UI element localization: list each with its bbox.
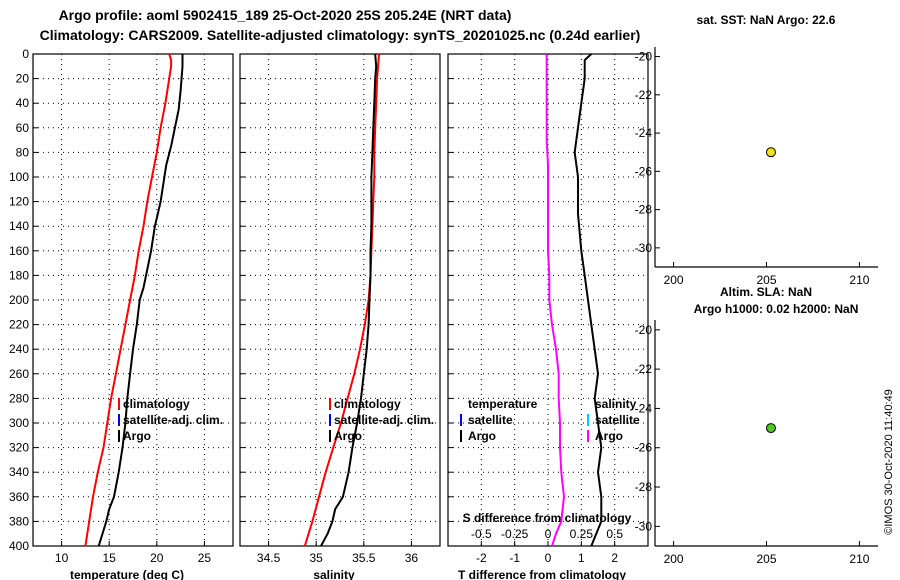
- map-bottom-ytick-label-1: -22: [635, 362, 653, 376]
- temp-ytick-label-10: 200: [9, 293, 29, 307]
- sal-xtick-label-3: 36: [405, 551, 419, 565]
- temp-series-argo: [97, 54, 184, 547]
- temp-ytick-label-20: 400: [9, 539, 29, 553]
- map-top-float-location-0: [765, 147, 776, 158]
- temp-ytick-label-0: 0: [22, 47, 29, 61]
- temp-series-climatology: [84, 53, 173, 547]
- title-line-2: Climatology: CARS2009. Satellite-adjuste…: [40, 27, 641, 43]
- temp-ytick-label-14: 280: [9, 391, 29, 405]
- legend-salinity-panel: climatology satellite-adj. clim. Argo: [329, 397, 434, 443]
- temp-ytick-label-13: 260: [9, 367, 29, 381]
- sal-series-argo: [320, 53, 378, 547]
- sal-xtick-label-0: 34.5: [257, 551, 281, 565]
- salinity-panel: 34.5 35 35.5 36 salinity: [239, 53, 441, 580]
- map-top-ytick-label-5: -30: [635, 241, 653, 255]
- temp-ytick-label-18: 360: [9, 490, 29, 504]
- sal-xlabel: salinity: [313, 568, 355, 580]
- map-top-xtick-label-1: 205: [756, 273, 776, 287]
- temp-xtick-label-3: 25: [198, 551, 212, 565]
- temp-ytick-label-5: 100: [9, 170, 29, 184]
- difference-panel: -2 -1 0 1 2 T difference from climatology S di…: [447, 53, 649, 580]
- map-bottom-ytick-label-5: -30: [635, 519, 653, 533]
- temp-xtick-label-0: 10: [55, 551, 69, 565]
- map-top-ytick-label-2: -24: [635, 126, 653, 140]
- diff-xtick-label-1: -1: [509, 551, 520, 565]
- map-bottom-xtick-label-1: 205: [756, 552, 776, 566]
- map-top-xtick-label-0: 200: [664, 273, 684, 287]
- temp-ytick-label-4: 80: [16, 145, 30, 159]
- legend-t-argo-label: Argo: [468, 429, 496, 443]
- map-top-ytick-label-0: -20: [635, 50, 653, 64]
- temp-ytick-label-8: 160: [9, 244, 29, 258]
- diff-xtick-label-0: -2: [476, 551, 487, 565]
- diff-x2tick-label-0: -0.5: [471, 527, 492, 541]
- diff-x2tick-label-4: 0.5: [606, 527, 623, 541]
- legend-label-argo: Argo: [123, 429, 151, 443]
- legend-temperature-title: temperature: [468, 397, 538, 411]
- legend-s-satellite-label: satellite: [595, 413, 640, 427]
- diff-x2tick-label-1: -0.25: [501, 527, 529, 541]
- temp-ytick-label-12: 240: [9, 342, 29, 356]
- legend2-label-satellite: satellite-adj. clim.: [334, 413, 434, 427]
- map-top-ytick-label-3: -26: [635, 164, 653, 178]
- diff-xtick-label-2: 0: [545, 551, 552, 565]
- map-bottom-title-2: Argo h1000: 0.02 h2000: NaN: [694, 302, 859, 316]
- map-bottom-xtick-label-2: 210: [849, 552, 869, 566]
- temp-ytick-label-17: 340: [9, 465, 29, 479]
- legend-label-satellite: satellite-adj. clim.: [123, 413, 223, 427]
- map-bottom-title-1: Altim. SLA: NaN: [720, 285, 812, 299]
- map-top-ytick-label-4: -28: [635, 203, 653, 217]
- diff-series-salinity-argo-s-diff-: [545, 54, 565, 547]
- sal-xtick-label-2: 35.5: [352, 551, 376, 565]
- temp-ytick-label-3: 60: [16, 121, 30, 135]
- temp-ytick-label-2: 40: [16, 96, 30, 110]
- map-top-xtick-label-2: 210: [849, 273, 869, 287]
- temp-xtick-label-2: 20: [150, 551, 164, 565]
- map-top-title: sat. SST: NaN Argo: 22.6: [697, 13, 836, 27]
- temp-ytick-label-7: 140: [9, 219, 29, 233]
- legend-label-climatology: climatology: [123, 397, 190, 411]
- legend-profiles: climatology satellite-adj. clim. Argo: [118, 397, 223, 443]
- map-bottom-ytick-label-2: -24: [635, 401, 653, 415]
- temp-ytick-label-19: 380: [9, 514, 29, 528]
- map-bottom-xtick-label-0: 200: [664, 552, 684, 566]
- title-line-1: Argo profile: aoml 5902415_189 25-Oct-20…: [59, 7, 512, 23]
- temp-xlabel: temperature (deg C): [70, 568, 184, 580]
- temperature-panel: 10 15 20 25 0 20 40 60 80 100 120 140 160 180 200 220 24…: [9, 47, 234, 580]
- diff-x2tick-label-2: 0: [545, 527, 552, 541]
- temp-ytick-label-1: 20: [16, 72, 30, 86]
- diff-xtick-label-4: 2: [611, 551, 618, 565]
- temp-ytick-label-9: 180: [9, 268, 29, 282]
- map-bottom-ytick-label-0: -20: [635, 323, 653, 337]
- temp-ytick-label-6: 120: [9, 195, 29, 209]
- map-bottom-ytick-label-3: -26: [635, 441, 653, 455]
- sal-xtick-label-1: 35: [310, 551, 324, 565]
- legend2-label-climatology: climatology: [334, 397, 401, 411]
- legend-salinity-title: salinity: [595, 397, 637, 411]
- diff-series-temperature-argo-t-diff-: [573, 53, 603, 547]
- legend-t-satellite-label: satellite: [468, 413, 513, 427]
- temp-ytick-label-16: 320: [9, 441, 29, 455]
- map-top-panel: -20 -22 -24 -26 -28 -30 200 205 210: [635, 47, 878, 287]
- temp-xtick-label-1: 15: [103, 551, 117, 565]
- temp-ytick-label-15: 300: [9, 416, 29, 430]
- diff-xlabel: T difference from climatology: [458, 568, 626, 580]
- diff-x2label: S difference from climatology: [463, 511, 632, 525]
- diff-xtick-label-3: 1: [578, 551, 585, 565]
- copyright-stamp: ©IMOS 30-Oct-2020 11:40:49: [883, 389, 895, 534]
- legend-s-argo-label: Argo: [595, 429, 623, 443]
- map-bottom-panel: -20 -22 -24 -26 -28 -30 200 205 210: [635, 320, 878, 566]
- legend2-label-argo: Argo: [334, 429, 362, 443]
- legend-difference-panel: temperature satellite Argo salinity sate…: [460, 397, 640, 443]
- diff-x2tick-label-3: 0.25: [570, 527, 594, 541]
- temp-ytick-label-11: 220: [9, 318, 29, 332]
- map-bottom-float-location-0: [765, 423, 776, 434]
- map-bottom-ytick-label-4: -28: [635, 480, 653, 494]
- map-top-ytick-label-1: -22: [635, 88, 653, 102]
